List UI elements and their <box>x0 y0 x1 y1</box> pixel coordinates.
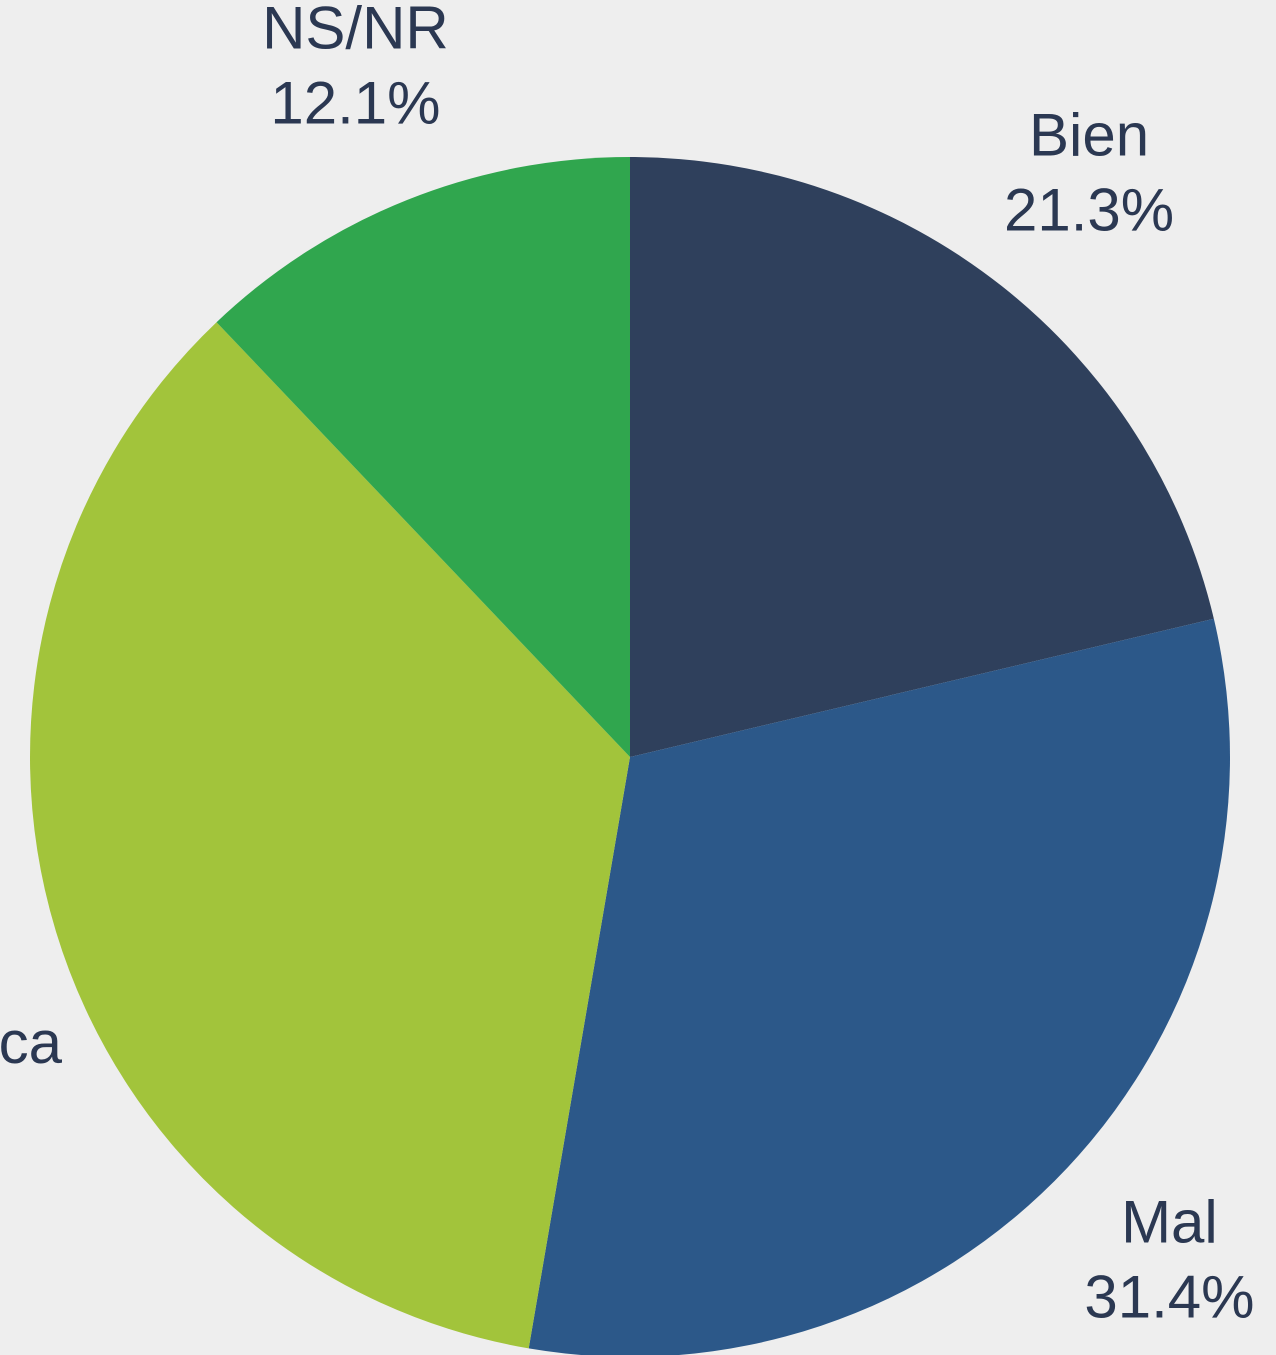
slice-label: Bien <box>1029 101 1149 168</box>
slice-value-label: 12.1% <box>270 70 440 137</box>
pie-slice <box>528 618 1230 1355</box>
slice-label: Mal <box>1121 1188 1218 1255</box>
pie-slice <box>29 322 631 1349</box>
pie-slice <box>630 157 1214 757</box>
slice-label: NS/NR <box>262 0 449 62</box>
pie-slice <box>216 157 630 757</box>
slice-value-label: 21.3% <box>1004 176 1174 243</box>
slice-label: ca <box>0 1009 63 1076</box>
slice-value-label: 31.4% <box>1084 1263 1254 1330</box>
